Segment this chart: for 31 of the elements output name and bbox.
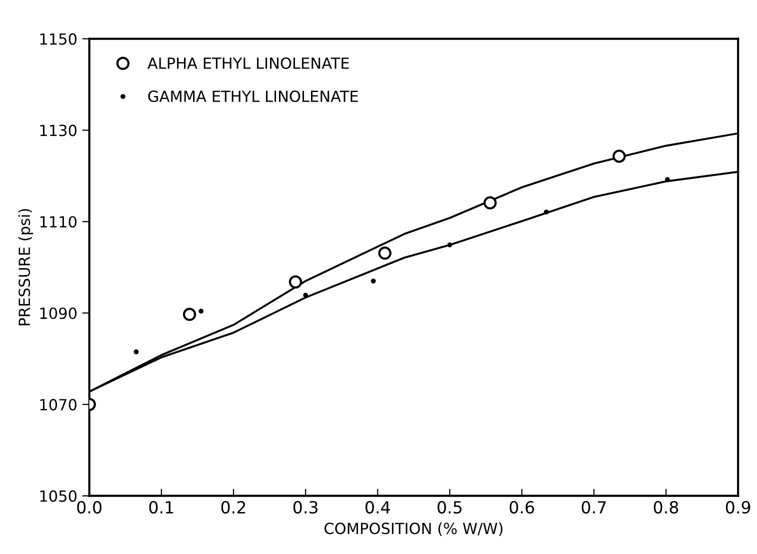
x-axis-title: COMPOSITION (% W/W) (324, 522, 502, 536)
point (370, 278, 376, 284)
y-tick-label: 1110 (40, 216, 77, 228)
x-tick-label: 0.5 (438, 500, 462, 514)
legend-label: ALPHA ETHYL LINOLENATE (148, 57, 349, 69)
x-tick-label: 0.4 (366, 500, 390, 514)
point (447, 242, 452, 248)
x-tick-label: 0.7 (582, 500, 606, 514)
x-tick-label: 0.2 (221, 500, 246, 514)
x-tick-label: 0.6 (510, 500, 534, 514)
y-axis-title: PRESSURE (psi) (18, 209, 34, 326)
point (484, 196, 497, 210)
point (198, 308, 204, 314)
x-tick-label: 0.9 (726, 500, 750, 514)
y-tick-label: 1070 (40, 398, 77, 410)
point (544, 210, 549, 214)
y-tick-label: 1090 (40, 307, 77, 320)
x-tick-label: 0.0 (77, 500, 102, 514)
point (134, 349, 139, 354)
point (303, 292, 308, 298)
y-tick-label: 1150 (40, 33, 77, 45)
point (288, 275, 302, 289)
y-tick-label: 1130 (40, 124, 77, 136)
point (182, 308, 196, 321)
point (612, 150, 626, 163)
x-tick-label: 0.3 (293, 500, 318, 514)
point (378, 246, 392, 260)
y-tick-label: 1050 (40, 490, 77, 502)
legend-label: GAMMA ETHYL LINOLENATE (148, 90, 358, 102)
x-tick-label: 0.8 (654, 500, 678, 514)
x-tick-label: 0.1 (149, 500, 174, 514)
